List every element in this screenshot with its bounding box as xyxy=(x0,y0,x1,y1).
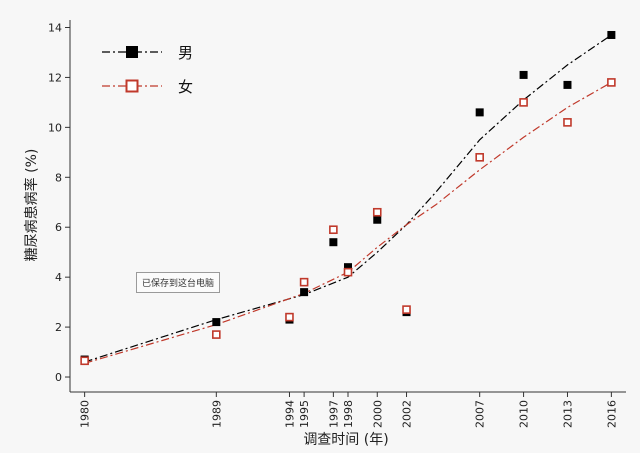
data-point-female xyxy=(329,225,338,235)
data-point-female xyxy=(475,153,484,162)
data-point-female xyxy=(80,356,89,366)
y-tick-label: 14 xyxy=(48,21,62,34)
x-tick-label: 2016 xyxy=(605,400,618,428)
data-point-female xyxy=(212,330,221,339)
legend: 男女 xyxy=(102,44,193,96)
x-tick-label: 1989 xyxy=(210,400,223,428)
y-tick-label: 0 xyxy=(55,371,62,384)
x-tick-label: 1997 xyxy=(327,400,340,428)
legend-label-female: 女 xyxy=(178,78,193,96)
x-tick-label: 1994 xyxy=(283,400,296,428)
x-tick-label: 1980 xyxy=(79,400,92,428)
saved-to-computer-badge: 已保存到这台电脑 xyxy=(136,272,221,293)
data-point-female xyxy=(402,305,411,314)
data-point-male xyxy=(607,30,616,39)
y-axis-title: 糖尿病患病率 (%) xyxy=(23,149,40,262)
x-tick-label: 2000 xyxy=(371,400,384,428)
y-tick-label: 10 xyxy=(48,121,62,134)
data-point-male xyxy=(475,108,484,117)
axes-group: 0 2 4 6 8 10 12 14 1980 1989 1994 1995 1997 1998 2000 2… xyxy=(48,20,626,428)
x-tick-label: 1995 xyxy=(298,400,311,428)
y-tick-label: 4 xyxy=(55,271,62,284)
y-tick-label: 6 xyxy=(55,221,62,234)
legend-marker-female xyxy=(125,79,139,93)
data-point-male xyxy=(373,215,382,224)
x-axis-title: 调查时间 (年) xyxy=(303,432,388,448)
y-tick-label: 2 xyxy=(55,321,62,334)
data-point-female xyxy=(372,207,382,217)
legend-marker-male xyxy=(126,46,138,58)
x-tick-label: 2002 xyxy=(401,400,414,428)
fit-lines-group xyxy=(84,34,612,364)
data-point-female xyxy=(299,277,309,287)
data-point-male xyxy=(329,238,338,247)
data-point-male xyxy=(344,263,352,272)
x-tick-label: 1998 xyxy=(342,400,355,428)
data-point-male xyxy=(519,70,528,79)
legend-label-male: 男 xyxy=(178,44,193,62)
data-point-female xyxy=(285,312,294,322)
data-point-male xyxy=(212,318,221,327)
x-tick-label: 2007 xyxy=(474,400,487,428)
y-tick-label: 8 xyxy=(55,171,62,184)
data-point-male xyxy=(563,80,572,89)
markers-group xyxy=(80,30,616,366)
data-point-female xyxy=(343,267,353,277)
x-tick-label: 2010 xyxy=(518,400,531,428)
x-tick-label: 2013 xyxy=(561,400,574,428)
data-point-male xyxy=(300,288,309,297)
data-point-female xyxy=(519,98,528,107)
fit-line-female xyxy=(84,81,612,364)
data-point-female xyxy=(607,78,616,87)
data-point-female xyxy=(563,118,572,127)
y-tick-label: 12 xyxy=(48,71,62,84)
